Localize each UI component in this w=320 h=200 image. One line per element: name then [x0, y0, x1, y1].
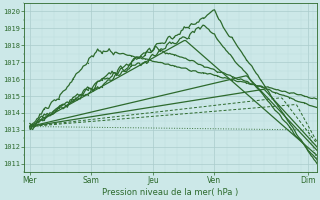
X-axis label: Pression niveau de la mer( hPa ): Pression niveau de la mer( hPa )	[102, 188, 238, 197]
